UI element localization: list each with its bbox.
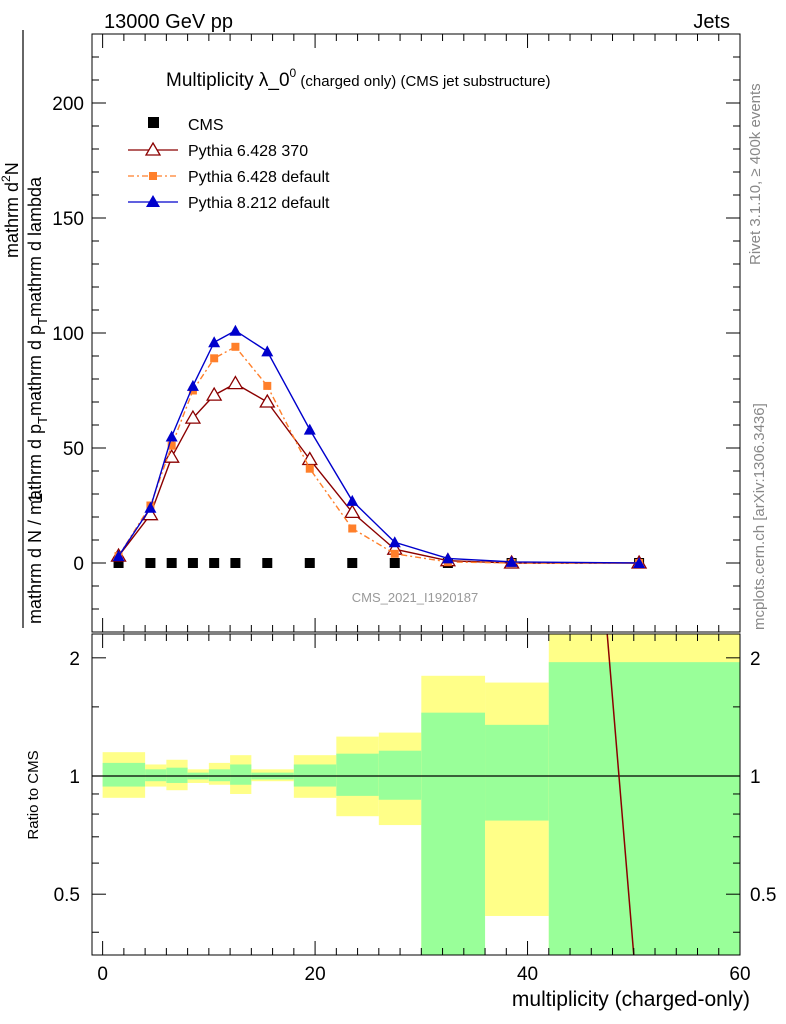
ratio-axis-ticks: 0.5 0.51 12 20 20 40 60: [54, 634, 776, 985]
py8-point: [208, 336, 221, 348]
main-ytick-label: 50: [63, 439, 84, 460]
legend-label-py6-default: Pythia 6.428 default: [188, 169, 330, 186]
legend-marker-py6-default: [149, 172, 157, 180]
mcplots-label: mcplots.cern.ch [arXiv:1306.3436]: [751, 403, 768, 630]
cms-point: [230, 558, 241, 568]
ratio-band-green: [421, 712, 486, 955]
ratio-xtick-label: 40: [517, 964, 538, 985]
ratio-lines: [92, 633, 740, 956]
main-ytick-label: 0: [73, 554, 84, 575]
main-series: [110, 324, 648, 569]
ratio-ytick-label-right: 1: [750, 767, 761, 788]
legend-marker-py6-370: [144, 141, 162, 156]
legend-marker-cms: [148, 117, 159, 128]
legend-marker-py8-default: [146, 195, 160, 207]
ratio-xtick-label: 0: [97, 964, 108, 985]
cms-point: [209, 558, 220, 568]
py8-point: [388, 536, 401, 548]
series-line-3: [118, 329, 640, 564]
py8-point: [346, 494, 359, 506]
py8-point: [505, 555, 518, 567]
main-ytick-label: 100: [52, 324, 84, 345]
py8-point: [633, 557, 646, 568]
ratio-ytick-label-right: 2: [750, 649, 761, 670]
cms-point: [113, 558, 124, 568]
py6-default-point: [231, 342, 240, 351]
cms-point: [187, 558, 198, 568]
cms-point: [166, 558, 177, 568]
py6-370-point: [259, 393, 276, 408]
ratio-band-green: [166, 767, 188, 783]
py6-370-point: [206, 386, 223, 401]
py8-point: [441, 552, 454, 564]
py8-point: [261, 345, 274, 357]
watermark: CMS_2021_I1920187: [352, 590, 479, 605]
ratio-panel: 0.5 0.51 12 20 20 40 60 Ratio to CMS multiplic…: [25, 633, 776, 1011]
main-ytick-label: 150: [52, 209, 84, 230]
ratio-band-green: [102, 762, 146, 787]
ratio-band-green: [230, 764, 252, 785]
ratio-ylabel: Ratio to CMS: [25, 750, 42, 839]
ratio-ytick-label-left: 2: [69, 649, 80, 670]
cms-point: [347, 558, 358, 568]
py8-point: [303, 423, 316, 435]
py8-point: [186, 379, 199, 391]
xlabel: multiplicity (charged-only): [512, 988, 750, 1011]
ylabel-numerator: mathrm d2N: [0, 162, 22, 258]
ylabel-denominator: mathrm d N / mathrm d pTmathrm d pTmathr…: [25, 176, 50, 624]
py6-default-point: [348, 524, 357, 533]
py6-default-point: [390, 549, 399, 558]
ratio-ytick-label-right: 0.5: [750, 885, 776, 906]
ratio-band-green: [208, 769, 231, 782]
ratio-band-green: [548, 662, 740, 955]
py6-370-point: [344, 504, 361, 519]
py8-point: [112, 550, 125, 562]
cms-point: [262, 558, 273, 568]
ratio-ytick-label-left: 0.5: [54, 885, 80, 906]
ylabel-one: 1: [26, 493, 47, 504]
rivet-label: Rivet 3.1.10, ≥ 400k events: [747, 83, 764, 265]
series-line-1: [118, 382, 640, 564]
cms-point: [304, 558, 315, 568]
main-title: Multiplicity λ_00 (charged only) (CMS je…: [166, 66, 551, 91]
ratio-band-green: [378, 750, 422, 800]
cms-point: [145, 558, 156, 568]
legend-label-py6-370: Pythia 6.428 370: [188, 143, 308, 160]
ratio-frame: [91, 633, 741, 956]
ratio-band-green: [145, 769, 167, 782]
ratio-bands: [102, 634, 740, 955]
main-ytick-label: 200: [52, 94, 84, 115]
legend-label-cms: CMS: [188, 117, 224, 134]
legend: CMS Pythia 6.428 370 Pythia 6.428 defaul…: [128, 117, 330, 212]
py8-point: [144, 501, 157, 513]
py6-default-point: [263, 381, 272, 390]
series-3: [112, 324, 646, 568]
main-ylabel: 1 mathrm d N / mathrm d pTmathrm d pTmat…: [0, 30, 50, 628]
py6-default-point: [210, 354, 219, 363]
py6-370-point: [301, 451, 318, 466]
cms-point: [389, 558, 400, 568]
ratio-xtick-label: 20: [305, 964, 326, 985]
header-left: 13000 GeV pp: [104, 11, 233, 33]
series-1: [110, 375, 648, 569]
series-2: [114, 342, 644, 567]
ratio-xtick-label: 60: [729, 964, 750, 985]
py8-point: [229, 324, 242, 336]
py6-370-point: [184, 409, 202, 424]
ratio-band-green: [336, 753, 379, 796]
header-right: Jets: [693, 11, 730, 33]
main-panel: 0 50 100 150 200 Multiplicity λ_00 (charged …: [0, 30, 741, 633]
py6-370-point: [227, 375, 244, 390]
py8-point: [165, 430, 178, 442]
ratio-band-green: [485, 724, 549, 821]
main-axis-ticks: 0 50 100 150 200: [52, 34, 741, 632]
ratio-py6-370-line: [606, 633, 635, 956]
legend-label-py8-default: Pythia 8.212 default: [188, 195, 330, 212]
ratio-ytick-label-left: 1: [69, 767, 80, 788]
py6-default-point: [305, 464, 314, 473]
py6-default-point: [167, 441, 176, 450]
